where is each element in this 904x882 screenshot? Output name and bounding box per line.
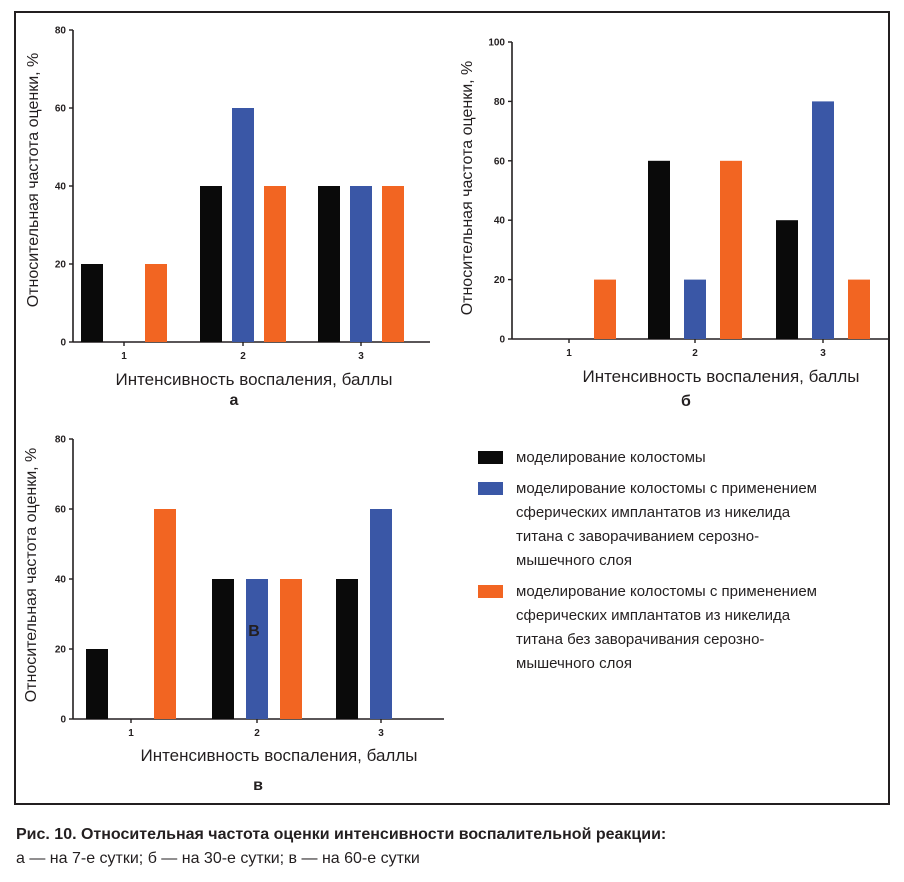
- y-axis-label: Относительная частота оценки, %: [459, 61, 476, 316]
- y-axis-label: Относительная частота оценки, %: [25, 53, 42, 308]
- legend-text-line: мышечного слоя: [516, 655, 632, 672]
- y-tick-label: 20: [494, 275, 506, 286]
- chart-а: 0 20 40 60 80 1 2 3 Интенсивность воспаления, ба…: [25, 26, 430, 409]
- bar-black-cat3: [336, 579, 358, 719]
- y-tick-label: 0: [499, 335, 505, 346]
- y-tick-label: 100: [488, 38, 505, 49]
- legend-item: моделирование колостомы: [478, 446, 878, 470]
- figure-frame: [14, 11, 890, 805]
- legend-text-line: титана с заворачиванием серозно-: [516, 528, 760, 545]
- y-tick-label: 40: [494, 216, 506, 227]
- y-tick-label: 40: [55, 575, 67, 586]
- y-axis-label: Относительная частота оценки, %: [23, 448, 40, 703]
- bar-orange-cat2: [280, 579, 302, 719]
- bar-blue-cat2: [684, 279, 706, 339]
- y-tick-label: 80: [55, 435, 67, 446]
- legend-text-line: моделирование колостомы с применением: [516, 583, 817, 600]
- x-tick-label: 1: [121, 351, 127, 362]
- x-axis-label: Интенсивность воспаления, баллы: [140, 746, 417, 765]
- bar-black-cat3: [776, 220, 798, 339]
- y-tick-label: 60: [494, 156, 506, 167]
- bar-blue-cat3: [370, 509, 392, 719]
- x-tick-label: 2: [240, 351, 246, 362]
- bar-black-cat2: [648, 160, 670, 339]
- panel-label: в: [253, 777, 263, 794]
- bar-black-cat1: [81, 264, 103, 342]
- bar-orange-cat2: [264, 186, 286, 342]
- x-axis-label: Интенсивность воспаления, баллы: [115, 370, 392, 389]
- x-tick-label: 1: [566, 348, 572, 359]
- legend-item: моделирование колостомы с применением сфе…: [478, 477, 878, 573]
- x-tick-label: 3: [820, 348, 826, 359]
- y-tick-label: 20: [55, 260, 67, 271]
- x-tick-label: 1: [128, 728, 134, 739]
- legend-text-line: сферических имплантатов из никелида: [516, 607, 791, 624]
- legend-text-line: титана без заворачивания серозно-: [516, 631, 765, 648]
- bar-blue-cat3: [350, 186, 372, 342]
- bar-blue-cat2: [246, 579, 268, 719]
- y-tick-label: 0: [60, 715, 66, 726]
- chart-б: 0 20 40 60 80 100 1 2 3 Интенсивность воспаления,…: [459, 38, 888, 410]
- panel-label: а: [230, 392, 239, 409]
- y-tick-label: 80: [55, 26, 67, 37]
- figure-caption: Рис. 10. Относительная частота оценки ин…: [16, 823, 896, 871]
- bar-black-cat2: [212, 579, 234, 719]
- caption-title: Рис. 10. Относительная частота оценки ин…: [16, 826, 667, 843]
- legend-text-line: моделирование колостомы с применением: [516, 480, 817, 497]
- x-tick-label: 3: [378, 728, 384, 739]
- legend-text-line: моделирование колостомы: [516, 449, 706, 466]
- bar-blue-cat3: [812, 101, 834, 340]
- bar-orange-cat3: [848, 279, 870, 339]
- legend-swatch: [478, 482, 503, 495]
- y-tick-label: 40: [55, 182, 67, 193]
- y-tick-label: 80: [494, 97, 506, 108]
- legend-text-line: сферических имплантатов из никелида: [516, 504, 791, 521]
- bar-orange-cat1: [594, 279, 616, 339]
- legend-text-line: мышечного слоя: [516, 552, 632, 569]
- x-tick-label: 3: [358, 351, 364, 362]
- bar-blue-cat2: [232, 108, 254, 342]
- bar-black-cat1: [86, 649, 108, 719]
- x-axis-label: Интенсивность воспаления, баллы: [582, 367, 859, 386]
- chart-annotation: В: [248, 623, 260, 640]
- bar-orange-cat3: [382, 186, 404, 342]
- x-tick-label: 2: [692, 348, 698, 359]
- bar-black-cat3: [318, 186, 340, 342]
- caption-subtitle: а — на 7-е сутки; б — на 30-е сутки; в —…: [16, 850, 420, 867]
- bar-orange-cat1: [154, 509, 176, 719]
- legend-item: моделирование колостомы с применением сфе…: [478, 580, 878, 676]
- y-tick-label: 0: [60, 338, 66, 349]
- legend: моделирование колостомы моделирование кол…: [478, 446, 878, 683]
- bar-orange-cat1: [145, 264, 167, 342]
- bar-black-cat2: [200, 186, 222, 342]
- legend-swatch: [478, 451, 503, 464]
- panel-label: б: [681, 393, 691, 410]
- bar-orange-cat2: [720, 160, 742, 339]
- y-tick-label: 60: [55, 505, 67, 516]
- y-tick-label: 60: [55, 104, 67, 115]
- x-tick-label: 2: [254, 728, 260, 739]
- legend-swatch: [478, 585, 503, 598]
- chart-в: 0 20 40 60 80 1 2 3 Интенсивность воспаления, ба…: [23, 435, 444, 794]
- y-tick-label: 20: [55, 645, 67, 656]
